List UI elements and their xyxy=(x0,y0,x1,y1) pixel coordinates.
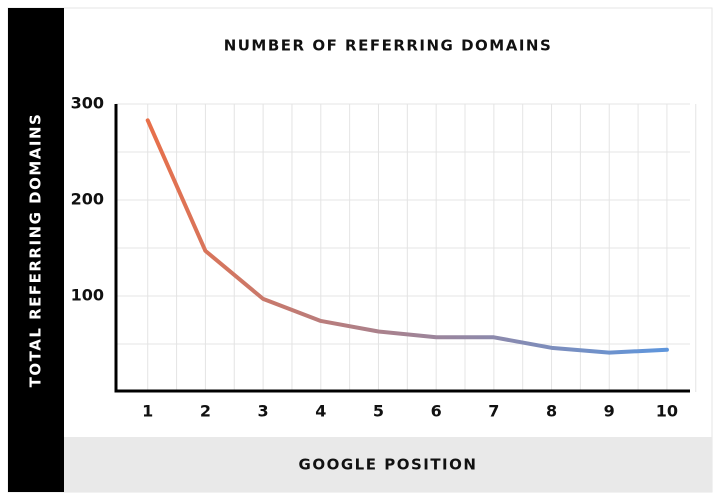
x-tick-label: 6 xyxy=(431,402,442,421)
x-tick-label: 10 xyxy=(656,402,678,421)
x-tick-label: 3 xyxy=(258,402,269,421)
x-tick-label: 1 xyxy=(142,402,153,421)
card xyxy=(7,7,713,493)
y-tick-label: 100 xyxy=(71,286,104,305)
x-tick-label: 2 xyxy=(200,402,211,421)
chart-title: NUMBER OF REFERRING DOMAINS xyxy=(224,37,553,55)
x-tick-label: 9 xyxy=(604,402,615,421)
x-tick-label: 5 xyxy=(373,402,384,421)
x-axis-label: GOOGLE POSITION xyxy=(299,456,478,474)
y-label-band xyxy=(8,8,64,492)
y-tick-label: 200 xyxy=(71,190,104,209)
plot: 100 200 300 1 2 3 4 5 6 7 8 9 10 xyxy=(71,94,690,421)
grid xyxy=(116,103,697,392)
x-tick-label: 8 xyxy=(546,402,557,421)
x-label-band xyxy=(64,437,712,492)
data-line xyxy=(145,118,669,355)
y-tick-label: 300 xyxy=(71,94,104,113)
y-axis-label: TOTAL REFERRING DOMAINS xyxy=(27,113,45,388)
x-tick-label: 4 xyxy=(315,402,326,421)
x-tick-label: 7 xyxy=(488,402,499,421)
